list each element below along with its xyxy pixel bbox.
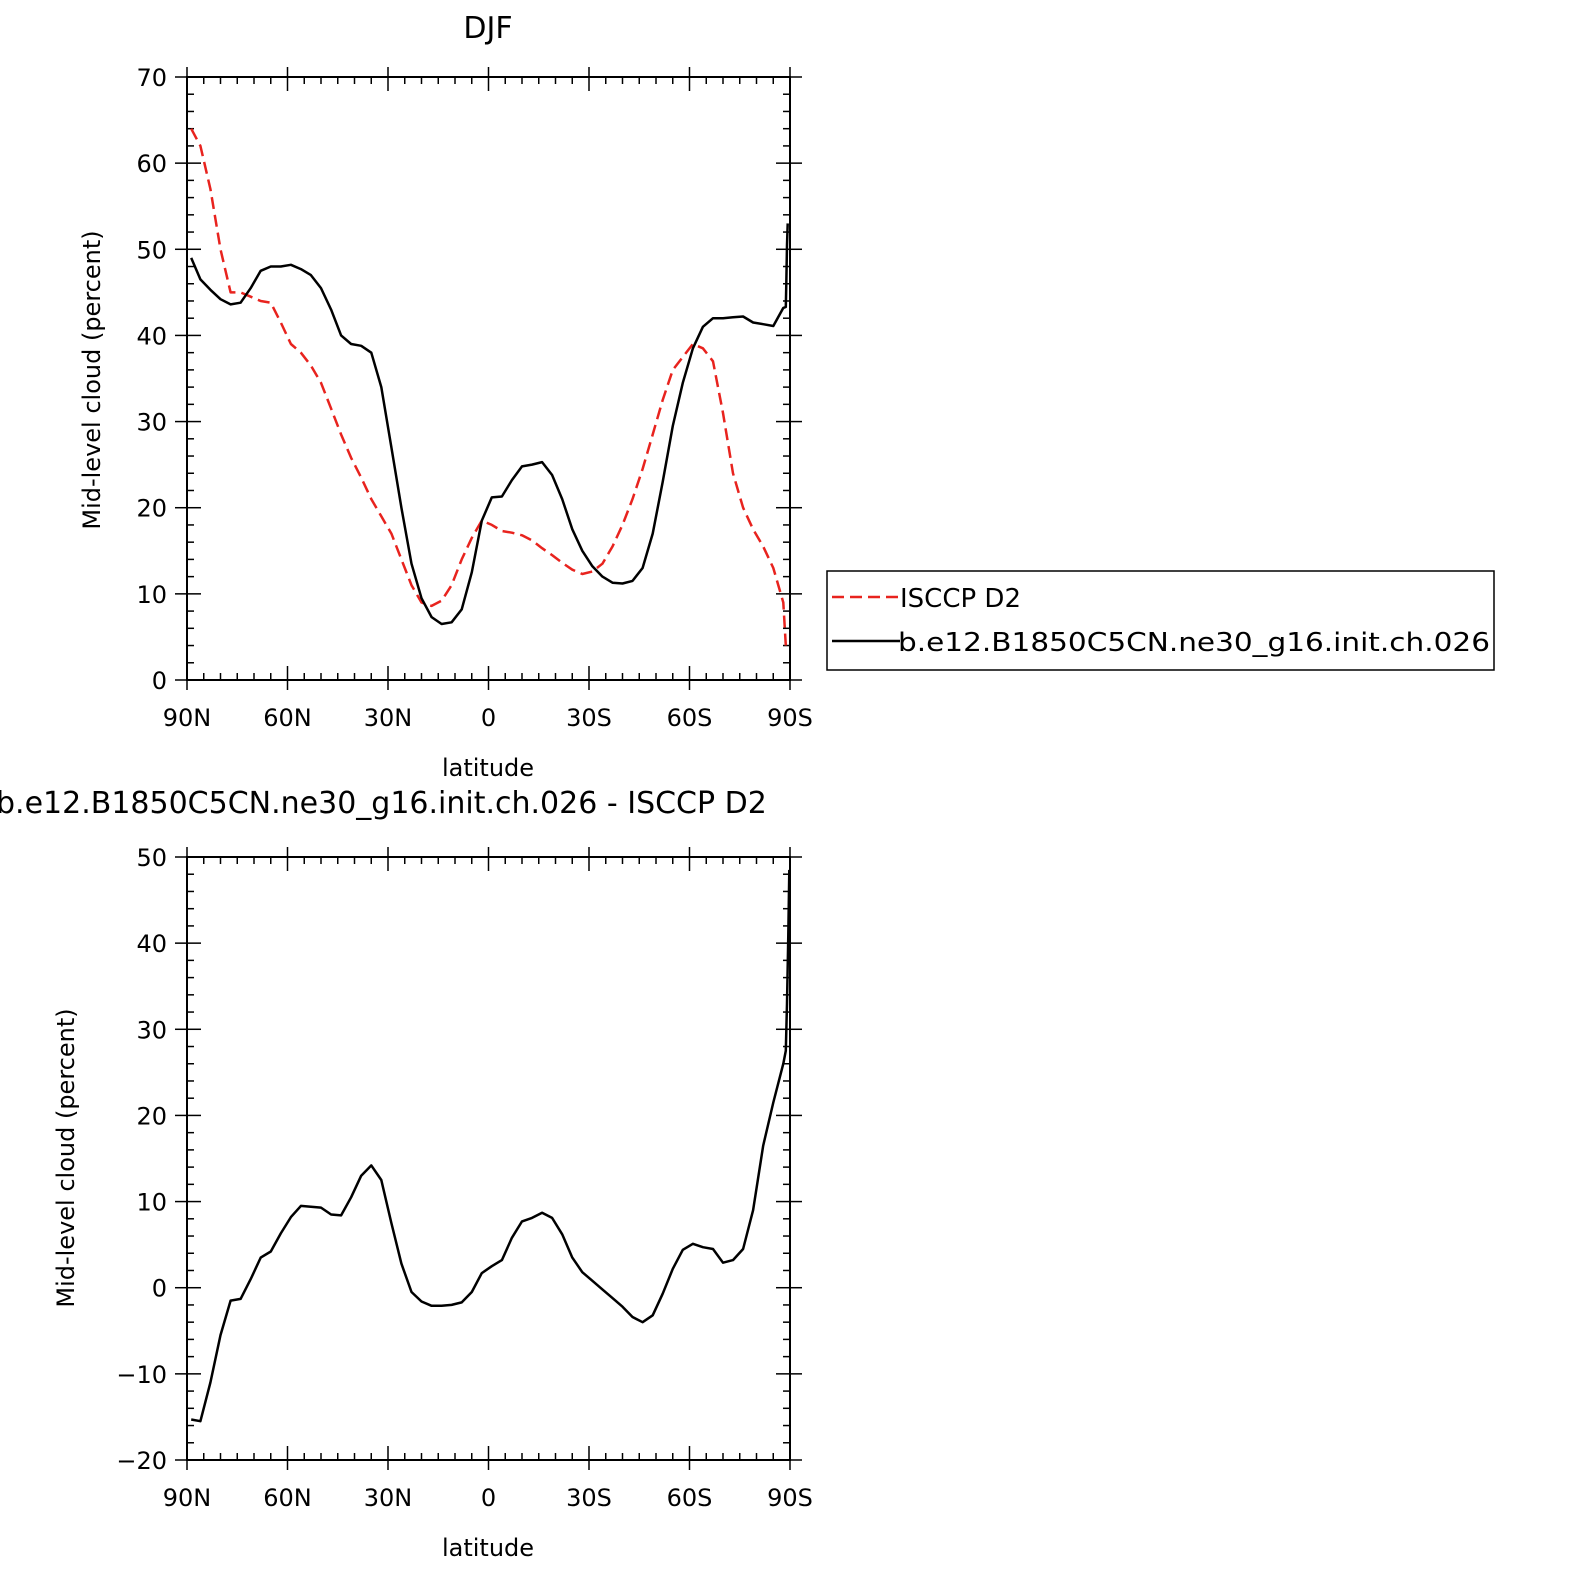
bottom-chart-title: b.e12.B1850C5CN.ne30_g16.init.ch.026 - I… [0,786,767,821]
top-y-tick-label: 10 [136,581,167,609]
bottom-y-tick-label: −20 [116,1447,167,1475]
bottom-y-tick-label: −10 [116,1361,167,1389]
top-chart-legend: ISCCP D2 b.e12.B1850C5CN.ne30_g16.init.c… [826,570,1495,671]
top-y-tick-label: 30 [136,409,167,437]
bottom-x-tick-label: 90S [767,1484,813,1512]
top-chart-series [190,128,789,646]
top-y-tick-label: 0 [152,667,167,695]
top-x-tick-label: 0 [481,704,496,732]
bottom-y-tick-label: 20 [136,1102,167,1130]
legend-label-model: b.e12.B1850C5CN.ne30_g16.init.ch.026 [898,628,1490,658]
bottom-x-tick-label: 30N [364,1484,413,1512]
top-x-tick-label: 90S [767,704,813,732]
bottom-x-tick-label: 90N [163,1484,212,1512]
bottom-x-tick-label: 60N [263,1484,312,1512]
top-y-tick-label: 60 [136,150,167,178]
bottom-chart-panel: b.e12.B1850C5CN.ne30_g16.init.ch.026 - I… [0,786,813,1562]
top-x-tick-label: 90N [163,704,212,732]
bottom-x-tick-label: 30S [566,1484,612,1512]
legend-box [826,570,1495,671]
legend-label-isccp: ISCCP D2 [900,584,1021,614]
top-y-tick-label: 50 [136,236,167,264]
bottom-chart-ticks [175,847,802,1470]
bottom-series-line-0 [190,869,791,1423]
top-x-tick-label: 30S [566,704,612,732]
bottom-chart-tick-labels: 90N 60N 30N 0 30S 60S 90S −20 −10 0 10 20 30 40 50 [116,844,813,1512]
top-chart-tick-labels: 90N 60N 30N 0 30S 60S 90S 0 10 20 30 40 50 60 70 [136,64,812,732]
top-chart-x-axis-label: latitude [442,754,534,782]
bottom-y-tick-label: 40 [136,930,167,958]
bottom-y-tick-label: 50 [136,844,167,872]
top-chart-y-axis-label: Mid-level cloud (percent) [78,230,106,529]
bottom-chart-series [190,869,791,1423]
bottom-y-tick-label: 0 [152,1275,167,1303]
top-y-tick-label: 70 [136,64,167,92]
bottom-y-tick-label: 10 [136,1189,167,1217]
top-y-tick-label: 20 [136,495,167,523]
top-x-tick-label: 60N [263,704,312,732]
top-series-line-1 [190,223,789,626]
top-chart-ticks [175,67,802,690]
bottom-chart-x-axis-label: latitude [442,1534,534,1562]
bottom-chart-y-axis-label: Mid-level cloud (percent) [52,1008,80,1307]
top-chart-plot-frame [186,76,791,681]
bottom-x-tick-label: 0 [481,1484,496,1512]
bottom-x-tick-label: 60S [667,1484,713,1512]
top-chart-panel: DJF Mid-level cloud (percent) latitude 9… [78,11,813,782]
top-series-line-0 [190,128,788,646]
top-chart-title: DJF [463,11,512,46]
bottom-y-tick-label: 30 [136,1016,167,1044]
top-y-tick-label: 40 [136,322,167,350]
top-x-tick-label: 60S [667,704,713,732]
bottom-chart-plot-frame [186,856,791,1461]
top-x-tick-label: 30N [364,704,413,732]
